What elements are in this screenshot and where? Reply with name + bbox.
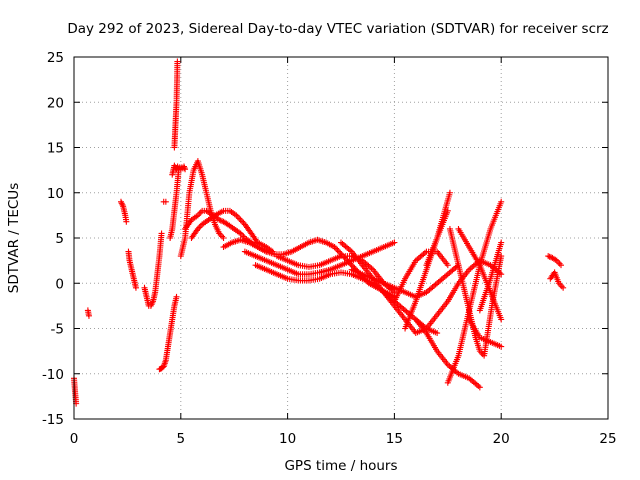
data-point-marker	[558, 283, 565, 290]
series-s4	[125, 248, 139, 291]
x-tick-label: 0	[70, 431, 79, 447]
series-s6	[156, 293, 180, 373]
series-s10	[171, 58, 181, 151]
series-s30	[547, 269, 567, 291]
y-tick-label: 5	[55, 231, 64, 247]
data-point-marker	[182, 166, 189, 173]
data-point-marker	[162, 198, 169, 205]
series-s17	[273, 253, 398, 296]
series-s1	[71, 375, 80, 407]
series-s27	[466, 316, 505, 350]
x-tick-label: 25	[599, 431, 616, 447]
series-s22	[412, 316, 483, 391]
chart-title: Day 292 of 2023, Sidereal Day-to-day VTE…	[67, 21, 608, 37]
y-axis-label: SDTVAR / TECUs	[6, 183, 22, 293]
series-s5	[141, 230, 165, 309]
x-tick-label: 5	[177, 431, 186, 447]
x-tick-label: 20	[493, 431, 510, 447]
data-point-marker	[216, 216, 223, 223]
y-tick-label: 0	[55, 276, 64, 292]
series-s16	[252, 262, 441, 337]
series-s29	[545, 253, 565, 269]
data-point-marker	[556, 260, 563, 267]
data-point-marker	[498, 316, 505, 323]
data-point-marker	[434, 330, 441, 337]
data-point-marker	[391, 239, 398, 246]
data-point-marker	[237, 216, 244, 223]
series-s11	[177, 158, 227, 260]
data-point-marker	[197, 209, 204, 216]
data-point-marker	[85, 312, 92, 319]
grid-lines	[74, 57, 608, 419]
axis-ticks: 0 5 10 15 20 25 -15 -10 -5 0 5 10 15 20 25	[42, 50, 617, 447]
data-point-marker	[337, 250, 344, 257]
series-s9	[169, 162, 189, 178]
y-tick-label: 20	[47, 95, 64, 111]
x-tick-label: 10	[279, 431, 296, 447]
data-point-marker	[334, 247, 341, 254]
y-tick-label: 25	[47, 50, 64, 66]
x-axis-label: GPS time / hours	[284, 458, 397, 474]
y-tick-label: 15	[47, 141, 64, 157]
y-tick-label: -5	[51, 322, 64, 338]
series-s23	[423, 189, 453, 269]
data-point-marker	[341, 254, 348, 261]
plot-frame	[73, 56, 609, 420]
data-point-marker	[560, 284, 567, 291]
data-point-marker	[158, 230, 165, 237]
data-point-marker	[123, 218, 130, 225]
series-s2	[84, 307, 92, 319]
data-point-marker	[220, 235, 227, 241]
series-s15	[241, 239, 398, 278]
series-s7	[167, 167, 182, 241]
data-point-marker	[546, 253, 553, 260]
series-s28	[476, 239, 505, 314]
data-point-marker	[174, 58, 181, 65]
data-point-marker	[219, 233, 226, 240]
series-s3	[117, 198, 130, 225]
data-point-marker	[498, 198, 505, 205]
x-tick-label: 15	[386, 431, 403, 447]
data-point-marker	[173, 293, 180, 300]
data-point-marker	[132, 284, 139, 291]
y-tick-label: -15	[42, 412, 64, 428]
series-s25	[444, 198, 505, 386]
data-point-marker	[498, 239, 505, 246]
data-point-marker	[236, 215, 243, 222]
y-tick-label: 10	[47, 186, 64, 202]
data-point-marker	[446, 189, 453, 196]
data-point-marker	[119, 201, 126, 208]
data-point-marker	[217, 217, 224, 224]
y-tick-label: -10	[42, 367, 64, 383]
data-point-marker	[476, 384, 483, 391]
data-point-marker	[223, 220, 230, 227]
data-point-marker	[558, 262, 565, 269]
data-point-marker	[239, 218, 246, 225]
data-point-marker	[444, 262, 451, 269]
series-s8	[160, 198, 169, 205]
data-point-marker	[545, 253, 552, 260]
data-point-marker	[498, 343, 505, 350]
data-points	[71, 58, 567, 407]
